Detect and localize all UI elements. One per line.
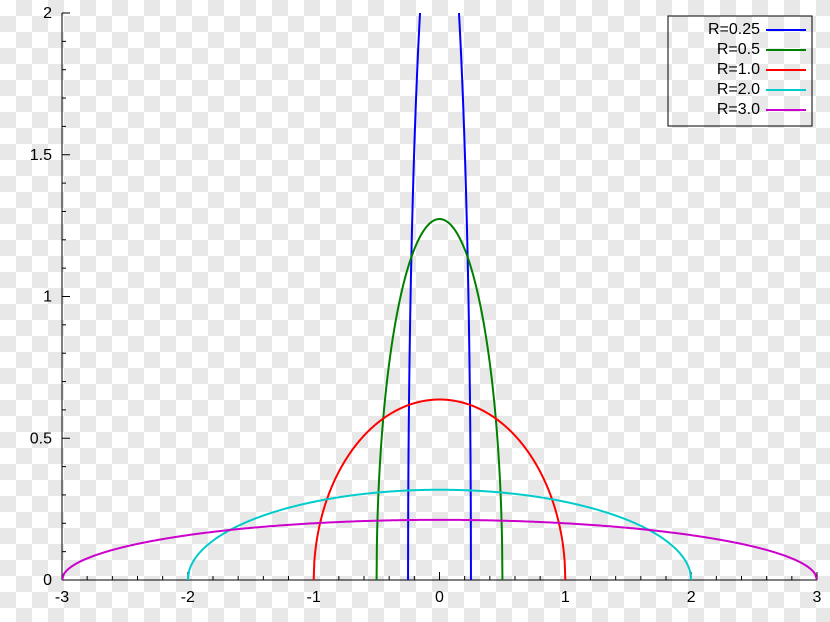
legend-label-1: R=0.5 <box>717 41 760 58</box>
x-tick-label: -2 <box>181 589 195 606</box>
y-tick-label: 1.5 <box>30 147 52 164</box>
x-tick-label: -1 <box>307 589 321 606</box>
x-tick-label: 0 <box>435 589 444 606</box>
series-0 <box>408 0 471 580</box>
x-tick-label: 1 <box>561 589 570 606</box>
y-tick-label: 1 <box>43 289 52 306</box>
x-tick-label: 3 <box>813 589 822 606</box>
y-tick-label: 0 <box>43 572 52 589</box>
x-tick-label: -3 <box>55 589 69 606</box>
legend-label-3: R=2.0 <box>717 81 760 98</box>
x-tick-label: 2 <box>687 589 696 606</box>
legend-label-0: R=0.25 <box>708 21 760 38</box>
y-tick-label: 0.5 <box>30 430 52 447</box>
series-group <box>62 0 817 580</box>
chart: -3 -2 -1 0 1 2 3 0 0.5 1 1.5 2 R=0.25 R=0.5 R=1.0 R=2.0… <box>0 0 830 622</box>
series-3 <box>188 490 691 580</box>
legend-label-4: R=3.0 <box>717 101 760 118</box>
y-tick-label: 2 <box>43 5 52 22</box>
legend-label-2: R=1.0 <box>717 61 760 78</box>
series-4 <box>62 520 817 580</box>
